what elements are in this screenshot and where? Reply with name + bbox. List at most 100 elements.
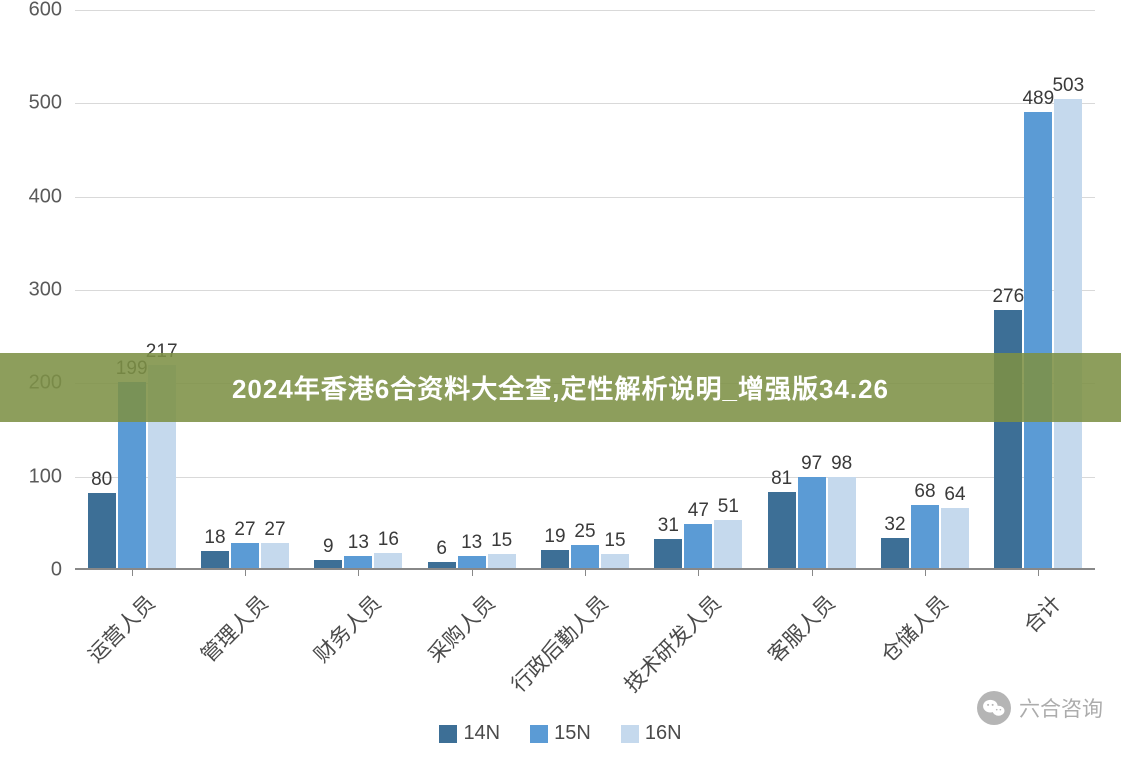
bar-value-label: 276: [992, 286, 1024, 308]
bar-value-label: 31: [658, 515, 679, 537]
bar: 15: [488, 554, 516, 568]
bar: 503: [1054, 99, 1082, 568]
bar: 489: [1024, 112, 1052, 568]
x-tick-mark: [472, 570, 473, 576]
x-category-label: 仓储人员: [874, 588, 955, 669]
bar-value-label: 51: [718, 496, 739, 518]
grid-line: [75, 10, 1095, 11]
bar-value-label: 64: [944, 484, 965, 506]
legend-swatch: [530, 725, 548, 743]
grid-line: [75, 477, 1095, 478]
bar-value-label: 489: [1022, 88, 1054, 110]
x-tick-mark: [925, 570, 926, 576]
bar-group: 276489503: [994, 99, 1082, 568]
legend-swatch: [439, 725, 457, 743]
bar: 13: [344, 556, 372, 568]
y-tick-label: 0: [51, 559, 62, 582]
y-tick-label: 400: [29, 185, 62, 208]
bar-value-label: 15: [491, 530, 512, 552]
bar-value-label: 27: [264, 519, 285, 541]
banner-text: 2024年香港6合资料大全查,定性解析说明_增强版34.26: [232, 374, 889, 404]
bar: 19: [541, 550, 569, 568]
x-tick-mark: [245, 570, 246, 576]
legend-label: 15N: [554, 722, 591, 745]
x-axis-labels: 运营人员管理人员财务人员采购人员行政后勤人员技术研发人员客服人员仓储人员合计: [75, 580, 1095, 690]
x-category-label: 技术研发人员: [617, 588, 727, 698]
bar: 18: [201, 551, 229, 568]
x-tick-mark: [132, 570, 133, 576]
bar-value-label: 6: [436, 538, 447, 560]
bar-value-label: 98: [831, 453, 852, 475]
bar: 80: [88, 493, 116, 568]
y-tick-label: 600: [29, 0, 62, 22]
legend-label: 14N: [463, 722, 500, 745]
bar-group: 91316: [314, 553, 402, 568]
wechat-icon: [977, 691, 1011, 725]
grid-line: [75, 197, 1095, 198]
bar: 32: [881, 538, 909, 568]
x-tick-mark: [1038, 570, 1039, 576]
bar-group: 819798: [768, 477, 856, 568]
bar-value-label: 16: [378, 529, 399, 551]
legend: 14N 15N 16N: [0, 722, 1121, 745]
bar: 68: [911, 505, 939, 568]
bar-value-label: 97: [801, 453, 822, 475]
bar: 27: [231, 543, 259, 568]
bar: 51: [714, 520, 742, 568]
bar-value-label: 81: [771, 468, 792, 490]
bar: 64: [941, 508, 969, 568]
legend-item: 15N: [530, 722, 591, 745]
legend-swatch: [621, 725, 639, 743]
bar-value-label: 80: [91, 469, 112, 491]
bar: 97: [798, 477, 826, 568]
x-tick-mark: [585, 570, 586, 576]
bar-group: 61315: [428, 554, 516, 568]
x-category-label: 采购人员: [420, 588, 501, 669]
bar-value-label: 25: [574, 521, 595, 543]
bar: 13: [458, 556, 486, 568]
x-category-label: 合计: [1017, 588, 1068, 639]
x-category-label: 行政后勤人员: [504, 588, 614, 698]
bar: 16: [374, 553, 402, 568]
grid-line: [75, 103, 1095, 104]
y-tick-label: 300: [29, 279, 62, 302]
bar-value-label: 13: [461, 532, 482, 554]
bar-group: 182727: [201, 543, 289, 568]
y-axis: 0100200300400500600: [20, 10, 70, 570]
plot-area: 8019921718272791316613151925153147518197…: [75, 10, 1095, 570]
bar: 25: [571, 545, 599, 568]
bar: 98: [828, 477, 856, 568]
bar-value-label: 13: [348, 532, 369, 554]
x-tick-mark: [358, 570, 359, 576]
bar: 27: [261, 543, 289, 568]
bar: 47: [684, 524, 712, 568]
bar-value-label: 19: [544, 526, 565, 548]
bar: 9: [314, 560, 342, 568]
x-category-label: 管理人员: [194, 588, 275, 669]
bar: 15: [601, 554, 629, 568]
chart-container: 0100200300400500600 80199217182727913166…: [20, 0, 1100, 600]
bar-value-label: 27: [234, 519, 255, 541]
bar-value-label: 9: [323, 536, 334, 558]
bar-value-label: 18: [204, 527, 225, 549]
bar: 81: [768, 492, 796, 568]
bar: 276: [994, 310, 1022, 568]
bar-value-label: 15: [604, 530, 625, 552]
x-category-label: 客服人员: [760, 588, 841, 669]
bar-value-label: 32: [884, 514, 905, 536]
legend-item: 14N: [439, 722, 500, 745]
bar-value-label: 68: [914, 481, 935, 503]
x-tick-mark: [812, 570, 813, 576]
bar-group: 314751: [654, 520, 742, 568]
watermark-text: 六合咨询: [1019, 693, 1103, 723]
grid-line: [75, 290, 1095, 291]
x-category-label: 财务人员: [307, 588, 388, 669]
legend-label: 16N: [645, 722, 682, 745]
bar-value-label: 47: [688, 500, 709, 522]
bar-group: 192515: [541, 545, 629, 568]
bar: 6: [428, 562, 456, 568]
y-tick-label: 500: [29, 92, 62, 115]
bar: 31: [654, 539, 682, 568]
x-category-label: 运营人员: [80, 588, 161, 669]
bar-value-label: 503: [1052, 75, 1084, 97]
